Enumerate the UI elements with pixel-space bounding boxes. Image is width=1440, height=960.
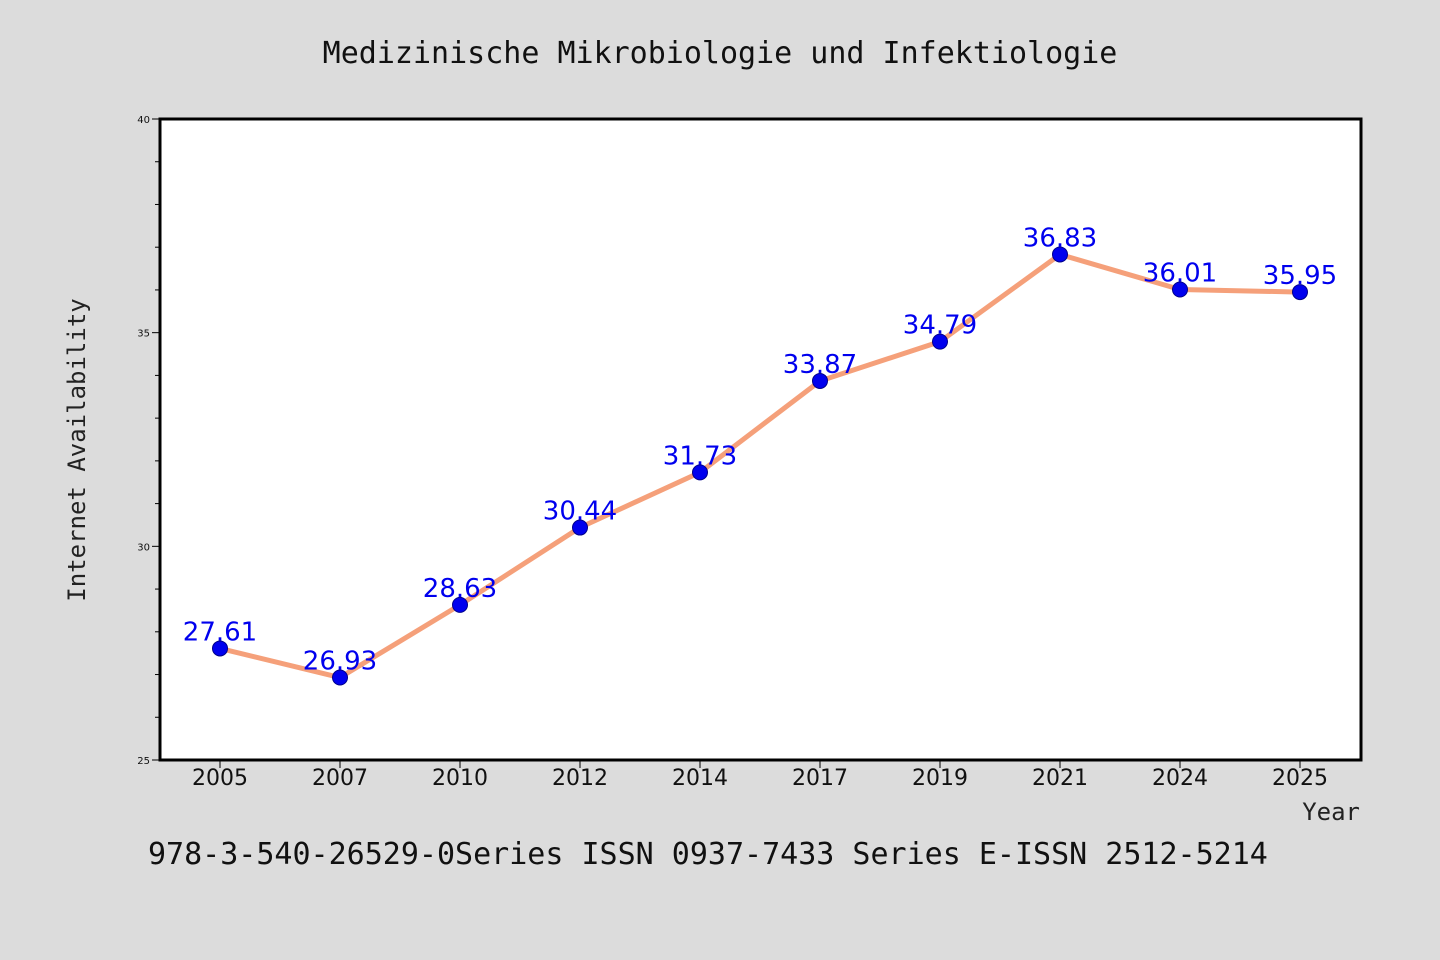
- data-point: [332, 669, 348, 686]
- x-tick-label: 2017: [792, 766, 848, 791]
- data-point: [932, 333, 948, 350]
- x-tick-label: 2005: [192, 766, 248, 791]
- data-point: [212, 640, 228, 657]
- data-point: [1292, 284, 1308, 301]
- x-axis: 2005 2007 2010 2012 2014 2017 2019 2021 2024 2025: [192, 760, 1328, 791]
- data-label: 28.63: [423, 574, 497, 604]
- data-label: 27.61: [183, 617, 257, 647]
- data-label: 26.93: [303, 647, 377, 677]
- chart-title: Medizinische Mikrobiologie und Infektiol…: [323, 36, 1118, 71]
- data-label: 34.79: [903, 311, 977, 341]
- y-tick-label: 40: [137, 115, 150, 126]
- x-tick-label: 2012: [552, 766, 608, 791]
- data-point: [1052, 246, 1068, 263]
- x-tick-label: 2021: [1032, 766, 1088, 791]
- x-tick-label: 2014: [672, 766, 728, 791]
- data-point: [452, 596, 468, 613]
- data-point: [572, 519, 588, 536]
- y-axis-label: Internet Availability: [63, 298, 91, 601]
- series-line: [217, 251, 1303, 681]
- data-point: [692, 464, 708, 481]
- y-tick-label: 35: [137, 329, 150, 340]
- plot-area: [158, 117, 1363, 762]
- series-markers: [212, 246, 1308, 686]
- x-tick-label: 2025: [1272, 766, 1328, 791]
- y-tick-label: 30: [137, 542, 150, 553]
- data-label: 30.44: [543, 497, 617, 527]
- data-label: 35.95: [1263, 261, 1337, 291]
- data-label: 31.73: [663, 441, 737, 471]
- x-tick-label: 2024: [1152, 766, 1208, 791]
- x-axis-label: Year: [1302, 798, 1360, 826]
- x-tick-label: 2019: [912, 766, 968, 791]
- data-label: 33.87: [783, 350, 857, 380]
- data-point: [1172, 281, 1188, 298]
- footer-isbn-issn: 978-3-540-26529-0Series ISSN 0937-7433 S…: [148, 837, 1268, 872]
- y-axis: 25 30 35 40: [137, 115, 160, 767]
- data-labels: 27.61 26.93 28.63 30.44 31.73 33.87 34.79 36.83…: [183, 223, 1337, 676]
- y-tick-label: 25: [137, 756, 150, 767]
- x-tick-label: 2007: [312, 766, 368, 791]
- data-label: 36.83: [1023, 223, 1097, 253]
- data-point: [812, 372, 828, 389]
- data-label: 36.01: [1143, 259, 1217, 289]
- x-tick-label: 2010: [432, 766, 488, 791]
